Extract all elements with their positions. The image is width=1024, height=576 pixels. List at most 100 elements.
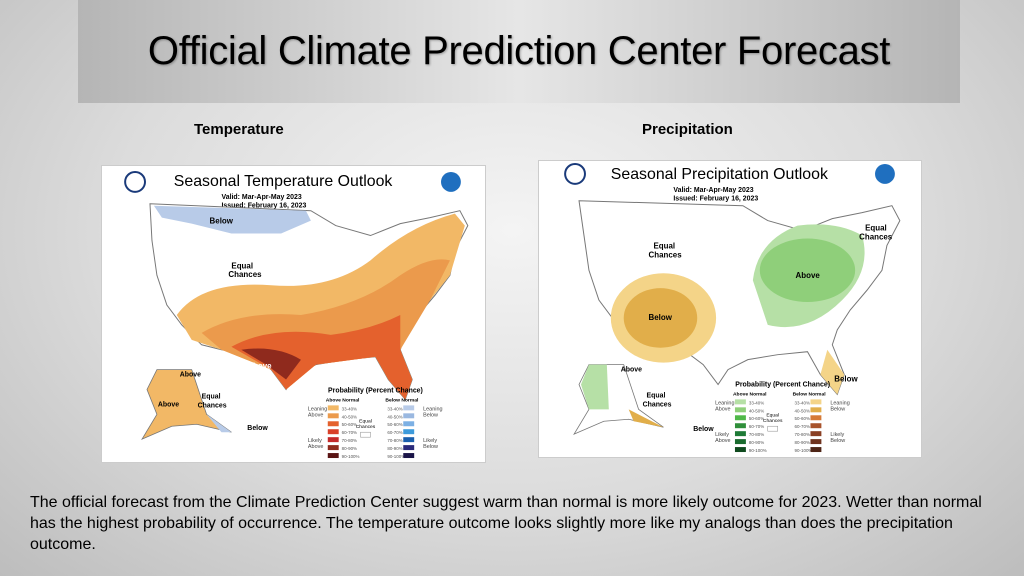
map-label: Above	[621, 367, 642, 374]
legend-group-label: Above	[308, 412, 323, 418]
legend-swatch-below	[403, 429, 415, 435]
legend-swatch-below	[810, 439, 822, 445]
map-label: Below	[834, 375, 858, 384]
alaska	[141, 369, 232, 441]
title-banner: Official Climate Prediction Center Forec…	[78, 0, 960, 103]
map-region	[820, 349, 845, 395]
legend-bin-label: 80-90%	[342, 446, 357, 451]
map-label: Below	[693, 426, 714, 433]
above-60-region	[241, 348, 301, 380]
legend-bin-label: 80-90%	[387, 446, 402, 451]
legend-group-label: Below	[830, 438, 845, 444]
legend-swatch-above	[734, 423, 746, 429]
map-label: Equal	[865, 224, 887, 233]
legend-swatch-below	[403, 413, 415, 419]
legend-group-label: Leaning	[830, 400, 849, 406]
legend-group-label: Above	[715, 406, 730, 412]
legend-above-header: Above Normal	[326, 397, 360, 403]
noaa-logo-icon	[441, 171, 461, 192]
legend-swatch-above	[734, 415, 746, 421]
map-region	[581, 364, 609, 410]
map-label: Chances	[859, 232, 893, 241]
map-label: Above	[158, 401, 179, 408]
legend-group-label: Likely	[308, 438, 322, 444]
precipitation-label: Precipitation	[642, 121, 733, 138]
map-label: Below	[649, 313, 673, 322]
legend-group-label: Likely	[715, 432, 729, 438]
legend-bin-label: 40-50%	[795, 408, 810, 413]
legend-bin-label: 50-60%	[387, 422, 402, 427]
legend-swatch-above	[734, 439, 746, 445]
legend-group-label: Likely	[830, 432, 844, 438]
legend-swatch-below	[810, 415, 822, 421]
temperature-label: Temperature	[194, 121, 284, 138]
legend-swatch-above	[734, 399, 746, 405]
legend-below-header: Below Normal	[793, 391, 827, 397]
legend-swatch-above	[734, 407, 746, 413]
map-label: Chances	[198, 402, 227, 409]
slide-body-text: The official forecast from the Climate P…	[30, 494, 982, 553]
legend-group-label: Above	[308, 444, 323, 450]
legend-bin-label: 33-40%	[387, 406, 402, 411]
legend-swatch-below	[403, 421, 415, 427]
legend-bin-label: 60-70%	[342, 430, 357, 435]
doc-seal-icon	[124, 170, 146, 193]
below-region	[153, 205, 311, 234]
legend-bin-label: 70-80%	[749, 432, 764, 437]
legend-bin-label: 70-80%	[342, 438, 357, 443]
legend-bin-label: 90-100%	[749, 448, 767, 453]
legend-swatch-below	[810, 407, 822, 413]
legend-swatch-above	[327, 421, 339, 427]
legend-bin-label: 60-70%	[387, 430, 402, 435]
legend-swatch-above	[327, 437, 339, 443]
legend-swatch-below	[810, 447, 822, 453]
legend-group-label: Below	[423, 412, 438, 418]
legend-swatch-above	[734, 447, 746, 453]
legend-swatch-above	[327, 429, 339, 435]
map-label: Valid: Mar-Apr-May 2023	[221, 194, 301, 201]
map-label: Below	[210, 217, 234, 226]
temperature-legend: Probability (Percent Chance) Above Normal…	[308, 387, 443, 459]
map-label: Below	[247, 425, 268, 432]
legend-title: Probability (Percent Chance)	[328, 387, 423, 394]
legend-bin-label: 33-40%	[342, 406, 357, 411]
map-label: Equal	[647, 392, 666, 399]
legend-bin-label: 50-60%	[795, 416, 810, 421]
precipitation-outlook-map: Seasonal Precipitation Outlook Valid: Ma…	[538, 160, 922, 458]
legend-group-label: Likely	[423, 438, 437, 444]
legend-swatch-below	[403, 437, 415, 443]
legend-swatch-above	[327, 445, 339, 451]
map-label: Above	[180, 372, 201, 379]
legend-title: Probability (Percent Chance)	[735, 381, 830, 388]
above-40-region	[759, 238, 856, 303]
legend-bin-label: 60-70%	[795, 424, 810, 429]
legend-bin-label: 33-40%	[749, 400, 764, 405]
above-50-region	[231, 314, 413, 400]
legend-bin-label: 33-40%	[795, 400, 810, 405]
legend-swatch-equal	[767, 425, 778, 432]
legend-swatch-below	[810, 431, 822, 437]
noaa-logo-icon	[875, 163, 895, 184]
legend-bin-label: 50-60%	[342, 422, 357, 427]
legend-group-label: Leaning	[308, 406, 327, 412]
legend-above-header: Above Normal	[733, 391, 767, 397]
legend-group-label: Below	[423, 444, 438, 450]
legend-group-label: Below	[830, 406, 845, 412]
precipitation-legend: Probability (Percent Chance) Above Normal…	[715, 381, 850, 453]
map-label: Issued: February 16, 2023	[221, 203, 306, 210]
legend-bin-label: 90-100%	[795, 448, 813, 453]
legend-swatch-above	[734, 431, 746, 437]
legend-bin-label: 80-90%	[795, 440, 810, 445]
legend-swatch-below	[810, 423, 822, 429]
legend-bin-label: 70-80%	[387, 438, 402, 443]
legend-bin-label: 90-100%	[342, 454, 360, 459]
legend-equal-label: Chances	[763, 418, 783, 424]
legend-bin-label: 70-80%	[795, 432, 810, 437]
legend-bin-label: 80-90%	[749, 440, 764, 445]
legend-equal-label: Equal	[766, 412, 779, 418]
legend-group-label: Above	[715, 438, 730, 444]
below-40-region	[623, 288, 698, 348]
map-title: Seasonal Temperature Outlook	[174, 173, 393, 190]
map-label: Chances	[228, 270, 262, 279]
legend-swatch-below	[403, 445, 415, 451]
